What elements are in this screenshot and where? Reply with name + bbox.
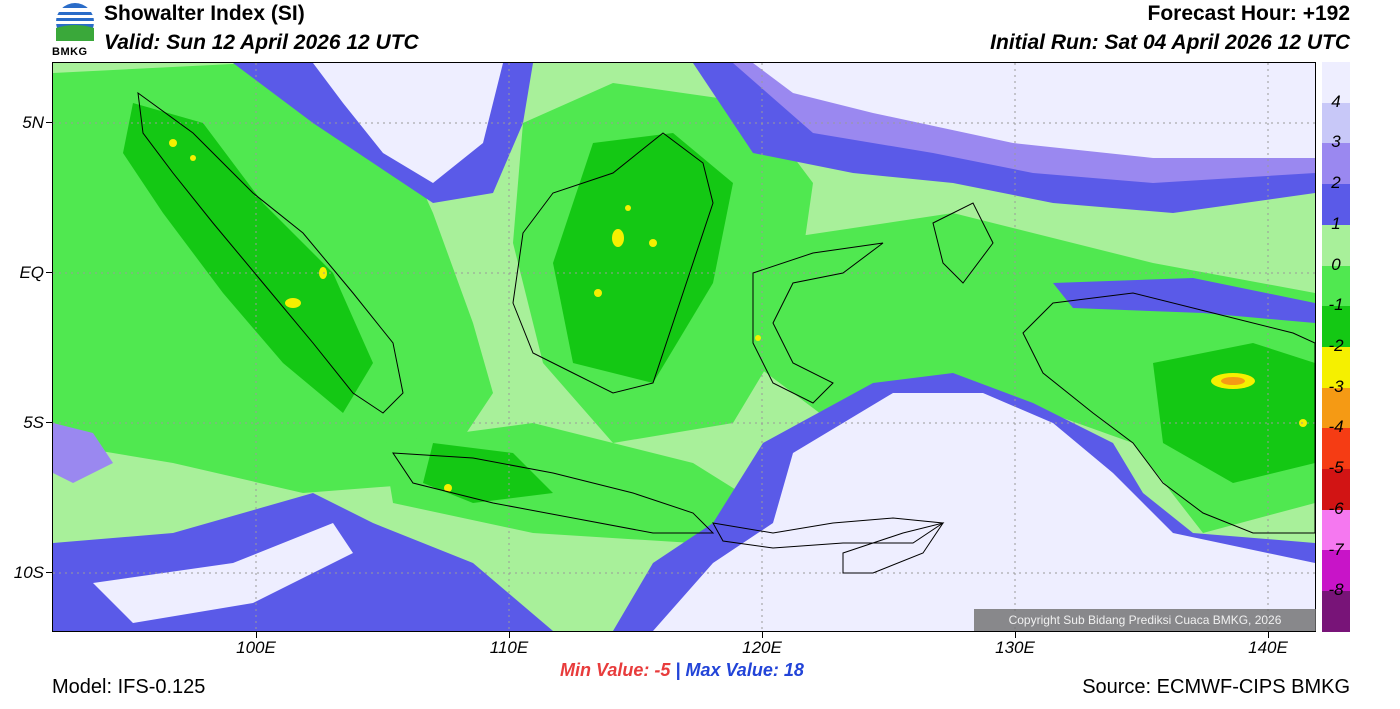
yellow-spot — [649, 239, 657, 247]
copyright-notice: Copyright Sub Bidang Prediksi Cuaca BMKG… — [974, 609, 1316, 631]
min-value: -5 — [654, 660, 671, 680]
maluku-coast — [932, 202, 994, 284]
legend-swatch — [1322, 224, 1350, 266]
legend-swatch — [1322, 62, 1350, 103]
separator: | — [675, 660, 681, 680]
lat-label-eq: EQ — [19, 263, 44, 282]
legend-label: -2 — [1328, 336, 1344, 355]
yellow-spot — [755, 335, 761, 341]
legend-swatch — [1322, 591, 1350, 632]
coastlines — [137, 91, 1315, 574]
java-coast — [392, 452, 715, 534]
lat-tick — [46, 122, 52, 123]
sumatra-coast — [137, 91, 404, 414]
borneo-coast — [512, 132, 714, 394]
min-label: Min Value: — [560, 660, 650, 680]
lon-label-120e: 120E — [742, 638, 782, 657]
lon-tick — [762, 632, 763, 638]
legend-label: -1 — [1328, 295, 1344, 315]
color-legend — [1322, 62, 1350, 632]
stable-east-band — [1053, 278, 1315, 323]
lat-label-5s: 5S — [23, 413, 44, 432]
initial-run: Initial Run: Sat 04 April 2026 12 UTC — [990, 31, 1350, 54]
yellow-spot — [285, 298, 301, 308]
orange-spot — [1221, 377, 1245, 385]
legend-swatch — [1322, 265, 1350, 307]
java-core — [423, 443, 553, 503]
lon-label-140e: 140E — [1248, 638, 1288, 657]
yellow-spot — [625, 205, 631, 211]
legend-swatch — [1322, 184, 1350, 225]
legend-label: -5 — [1328, 458, 1344, 478]
legend-swatch — [1322, 469, 1350, 510]
map-canvas — [53, 63, 1315, 631]
legend-swatch — [1322, 509, 1350, 551]
stable-small-patch — [53, 423, 113, 483]
legend-label: -8 — [1328, 580, 1344, 600]
legend-label: 0 — [1331, 254, 1341, 274]
showalter-map — [52, 62, 1316, 632]
legend-label: 2 — [1331, 173, 1341, 193]
sulawesi-coast — [752, 242, 884, 404]
lon-label-100e: 100E — [236, 638, 276, 657]
lat-label-5n: 5N — [22, 113, 44, 132]
yellow-spot — [190, 155, 196, 161]
lon-label-110e: 110E — [489, 638, 529, 657]
legend-swatch — [1322, 306, 1350, 347]
sumatra-core — [123, 103, 373, 413]
papua-core — [1153, 343, 1315, 483]
borneo-core — [553, 133, 733, 383]
legend-label: -6 — [1328, 498, 1344, 518]
bmkg-logo: BMKG — [50, 0, 100, 60]
max-value: 18 — [783, 660, 804, 680]
lon-tick — [1268, 632, 1269, 638]
yellow-spot — [169, 139, 177, 147]
model-info: Model: IFS-0.125 — [52, 676, 206, 698]
legend-swatch — [1322, 428, 1350, 470]
min-max-values: Min Value: -5 | Max Value: 18 — [560, 660, 804, 681]
legend-label: -7 — [1328, 539, 1344, 559]
legend-label: -4 — [1328, 417, 1344, 437]
legend-swatch — [1322, 387, 1350, 429]
source-info: Source: ECMWF-CIPS BMKG — [1082, 676, 1350, 698]
lon-label-130e: 130E — [995, 638, 1035, 657]
lat-tick — [46, 272, 52, 273]
max-label: Max Value: — [685, 660, 779, 680]
stable-south-east-light — [653, 393, 1315, 631]
stable-north-central-light — [753, 63, 1315, 158]
yellow-spot — [612, 229, 624, 247]
logo-label: BMKG — [52, 46, 88, 58]
page-title: Showalter Index (SI) — [104, 2, 305, 25]
legend-swatch — [1322, 346, 1350, 388]
papua-coast — [1022, 292, 1315, 534]
legend-swatch — [1322, 143, 1350, 185]
lat-tick — [46, 572, 52, 573]
legend-swatch — [1322, 102, 1350, 144]
legend-label: 1 — [1331, 213, 1341, 233]
forecast-hour: Forecast Hour: +192 — [1147, 2, 1351, 25]
lon-tick — [256, 632, 257, 638]
legend-swatch — [1322, 550, 1350, 592]
yellow-spot — [444, 484, 452, 492]
legend-label: -3 — [1328, 376, 1344, 396]
lon-tick — [1015, 632, 1016, 638]
lat-tick — [46, 422, 52, 423]
legend-label: 3 — [1331, 132, 1341, 152]
yellow-spot — [594, 289, 602, 297]
legend-label: 4 — [1331, 91, 1341, 111]
graticule — [53, 63, 1315, 631]
nusa-tenggara-coast — [712, 517, 945, 549]
lat-label-10s: 10S — [13, 563, 44, 582]
lon-tick — [509, 632, 510, 638]
valid-time: Valid: Sun 12 April 2026 12 UTC — [104, 31, 419, 54]
timor-coast — [842, 522, 945, 574]
